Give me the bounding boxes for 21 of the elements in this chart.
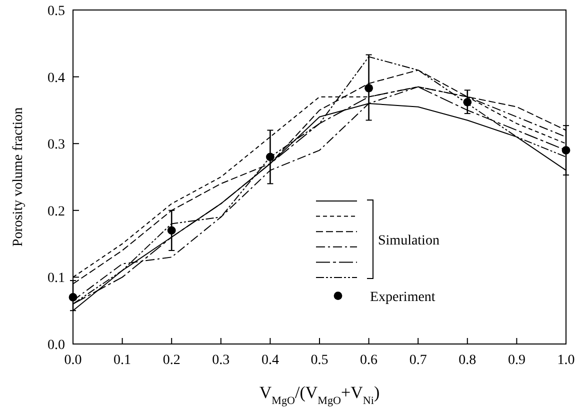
y-tick-label: 0.0 <box>48 338 65 353</box>
x-axis-title: V$_{MgO}$/(V$_{MgO}$+V$_{Ni}$) <box>259 383 380 407</box>
x-tick-label: 0.0 <box>64 353 82 368</box>
x-tick-label: 0.4 <box>261 353 279 368</box>
y-tick-label: 0.1 <box>48 271 65 286</box>
x-tick-label: 0.3 <box>212 353 230 368</box>
legend-label: Experiment <box>370 290 436 305</box>
x-tick-label: 1.0 <box>557 353 575 368</box>
x-tick-label: 0.7 <box>409 353 427 368</box>
y-tick-label: 0.5 <box>48 4 65 19</box>
y-axis-title: Porosity volume fraction <box>11 107 26 247</box>
y-tick-label: 0.3 <box>48 138 65 153</box>
x-tick-label: 0.2 <box>162 353 180 368</box>
y-tick-label: 0.2 <box>48 204 65 220</box>
x-tick-label: 0.5 <box>310 353 328 368</box>
x-tick-label: 0.9 <box>508 353 526 368</box>
annotation: Simulation <box>378 233 440 248</box>
y-tick-label: 0.4 <box>48 70 65 86</box>
x-tick-label: 0.8 <box>458 353 476 368</box>
x-tick-label: 0.6 <box>360 353 378 368</box>
x-tick-label: 0.1 <box>114 353 132 368</box>
